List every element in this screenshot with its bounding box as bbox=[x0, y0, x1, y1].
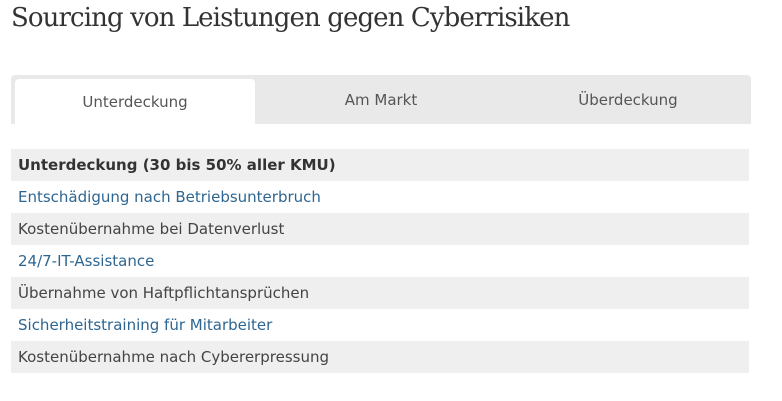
coverage-list: Unterdeckung (30 bis 50% aller KMU) Ents… bbox=[11, 149, 749, 373]
list-item-link[interactable]: 24/7-IT-Assistance bbox=[18, 252, 155, 270]
list-item: Kostenübernahme bei Datenverlust bbox=[11, 213, 749, 245]
tab-ueberdeckung[interactable]: Überdeckung bbox=[508, 75, 748, 124]
tab-bar: Unterdeckung Am Markt Überdeckung bbox=[11, 75, 751, 124]
tab-label: Am Markt bbox=[344, 90, 418, 109]
list-header: Unterdeckung (30 bis 50% aller KMU) bbox=[11, 149, 749, 181]
tab-unterdeckung[interactable]: Unterdeckung bbox=[15, 79, 255, 124]
list-item: Übernahme von Haftpflichtansprüchen bbox=[11, 277, 749, 309]
page-title: Sourcing von Leistungen gegen Cyberrisik… bbox=[11, 3, 570, 33]
list-item: Kostenübernahme nach Cybererpressung bbox=[11, 341, 749, 373]
list-item-link[interactable]: Sicherheitstraining für Mitarbeiter bbox=[18, 316, 273, 334]
tab-am-markt[interactable]: Am Markt bbox=[261, 75, 501, 124]
tab-label: Unterdeckung bbox=[82, 92, 188, 111]
list-item-link[interactable]: Entschädigung nach Betriebsunterbruch bbox=[18, 188, 321, 206]
tab-label: Überdeckung bbox=[578, 90, 678, 109]
